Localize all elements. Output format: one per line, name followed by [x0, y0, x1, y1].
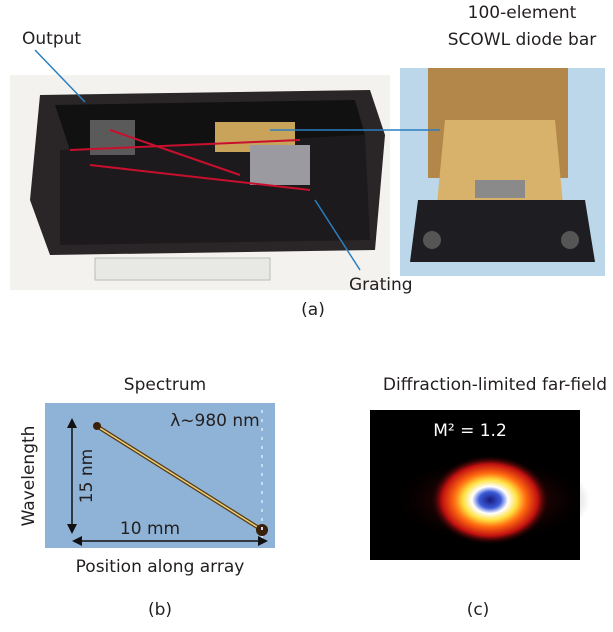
label-bar: 100-element — [468, 3, 577, 23]
m2-label: M² = 1.2 — [433, 421, 507, 441]
label-grating: Grating — [349, 275, 413, 295]
span-label: 10 mm — [120, 519, 180, 539]
wavelength-label: λ~980 nm — [170, 411, 260, 431]
span-label: 15 nm — [77, 449, 97, 503]
panel-tag: (b) — [148, 600, 172, 620]
panel-title: Spectrum — [124, 375, 206, 395]
axis-label: Position along array — [76, 557, 245, 577]
axis-label: Wavelength — [19, 426, 39, 527]
label-output: Output — [22, 29, 81, 49]
panel-tag: (a) — [301, 300, 325, 320]
photo-box — [10, 75, 390, 290]
figure: Output 100-element SCOWL diode bar Grati… — [0, 0, 613, 632]
photo-diode-bar — [400, 68, 605, 276]
label-bar: SCOWL diode bar — [448, 30, 597, 50]
panel-tag: (c) — [467, 600, 490, 620]
panel-title: Diffraction-limited far-field — [383, 375, 607, 395]
